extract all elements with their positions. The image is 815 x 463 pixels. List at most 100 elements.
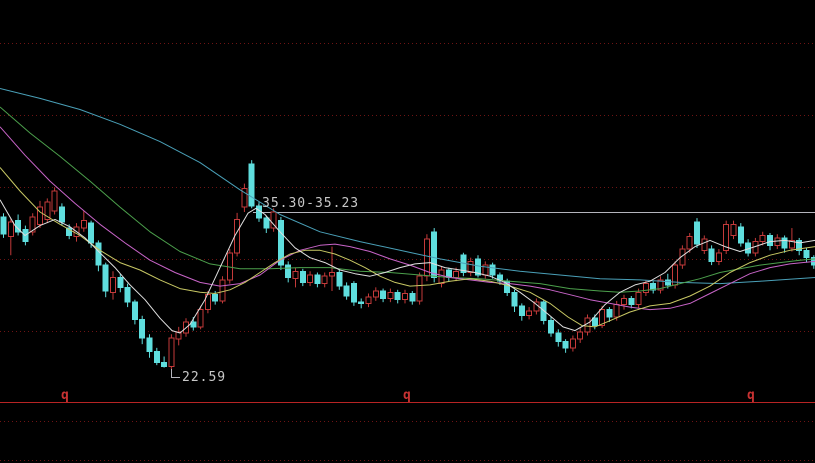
candle-body-down xyxy=(489,264,496,276)
candle-body-down xyxy=(380,290,387,299)
candle-body-down xyxy=(562,341,569,349)
candle-body-down xyxy=(496,274,503,282)
candle-body-down xyxy=(277,220,284,266)
candle-body-up xyxy=(387,291,394,299)
candle-body-down xyxy=(606,309,613,318)
candle-body-down xyxy=(299,270,306,283)
candle-body-down xyxy=(796,239,803,251)
candle-body-down xyxy=(131,301,138,320)
candle-body-down xyxy=(285,264,292,278)
period-marker-q-1: q xyxy=(61,388,69,403)
candle-body-up xyxy=(621,297,627,306)
candle-body-down xyxy=(146,337,153,353)
candle-body-up xyxy=(526,310,533,317)
candle-body-down xyxy=(139,318,146,339)
magenta-ma-line xyxy=(0,126,815,311)
candle-body-down xyxy=(343,285,350,297)
candle-body-down xyxy=(161,362,168,367)
candle-body-down xyxy=(336,272,343,287)
candle-body-up xyxy=(584,317,591,333)
candle-body-down xyxy=(781,237,788,249)
candle-body-up xyxy=(197,309,204,328)
period-marker-q-2: q xyxy=(403,388,411,403)
candle-body-down xyxy=(358,301,365,304)
candle-body-up xyxy=(679,248,686,266)
candle-body-up xyxy=(599,309,606,327)
candle-body-down xyxy=(664,279,671,286)
candle-body-up xyxy=(635,291,642,306)
candle-body-down xyxy=(409,293,416,302)
period-marker-q-3: q xyxy=(747,388,755,403)
candle-body-up xyxy=(453,270,460,278)
candle-body-down xyxy=(248,163,255,207)
candle-body-down xyxy=(394,291,401,301)
candle-body-up xyxy=(372,290,379,298)
candle-body-down xyxy=(475,258,481,276)
candle-body-down xyxy=(117,276,124,288)
candle-body-up xyxy=(292,270,299,280)
candle-body-down xyxy=(708,248,715,262)
candle-body-up xyxy=(402,293,408,301)
candle-body-up xyxy=(270,211,277,229)
candle-body-up xyxy=(29,216,36,233)
candle-body-down xyxy=(555,332,562,343)
candle-body-down xyxy=(694,221,700,245)
gap-annotation: 35.30-35.23 xyxy=(262,196,360,211)
candle-body-up xyxy=(219,279,226,302)
candle-body-up xyxy=(423,238,430,277)
candle-body-up xyxy=(80,220,87,229)
candle-body-down xyxy=(511,291,518,307)
candle-body-up xyxy=(204,294,211,311)
candle-body-up xyxy=(759,234,766,243)
candle-body-down xyxy=(124,286,131,303)
candle-body-down xyxy=(190,321,197,328)
candle-body-down xyxy=(803,249,810,259)
candle-body-up xyxy=(577,331,584,340)
candle-body-up xyxy=(37,206,43,225)
candle-body-up xyxy=(730,223,737,236)
candle-body-down xyxy=(263,217,270,229)
candle-body-up xyxy=(307,274,314,283)
candle-body-up xyxy=(723,223,730,251)
candle-body-up xyxy=(613,304,620,318)
candle-body-up xyxy=(569,338,576,349)
candle-body-down xyxy=(95,242,102,266)
candle-body-down xyxy=(628,297,635,306)
candle-body-down xyxy=(102,264,109,292)
candle-body-up xyxy=(234,218,241,254)
candle-body-up xyxy=(416,275,423,302)
candle-body-up xyxy=(44,201,51,220)
candle-body-up xyxy=(168,337,175,367)
cyan-ma-line xyxy=(0,88,815,285)
candle-body-down xyxy=(591,317,598,327)
green-ma-line xyxy=(0,106,815,293)
candle-body-up xyxy=(7,221,14,238)
candle-body-up xyxy=(241,188,248,208)
candle-body-down xyxy=(767,234,773,246)
candle-body-up xyxy=(110,276,116,293)
candle-body-down xyxy=(88,222,95,244)
yellow-ma-line xyxy=(0,167,815,328)
candle-body-up xyxy=(226,252,233,281)
candle-body-up xyxy=(175,331,182,340)
candle-body-up xyxy=(365,296,372,304)
candle-body-down xyxy=(540,301,547,322)
candle-body-up xyxy=(715,252,722,262)
candle-body-down xyxy=(212,294,219,302)
candle-body-up xyxy=(657,279,664,291)
candle-body-down xyxy=(66,227,73,236)
candle-body-up xyxy=(701,238,708,251)
candle-body-up xyxy=(51,190,58,212)
candle-body-down xyxy=(548,320,554,334)
candle-body-down xyxy=(0,216,7,235)
low-price-annotation: 22.59 xyxy=(182,370,227,385)
candle-body-down xyxy=(350,283,357,303)
candle-body-down xyxy=(314,274,321,285)
candle-body-up xyxy=(467,260,474,274)
candle-body-up xyxy=(642,283,649,293)
candle-body-up xyxy=(788,239,795,249)
candle-body-up xyxy=(321,275,328,285)
candle-body-down xyxy=(153,351,160,364)
